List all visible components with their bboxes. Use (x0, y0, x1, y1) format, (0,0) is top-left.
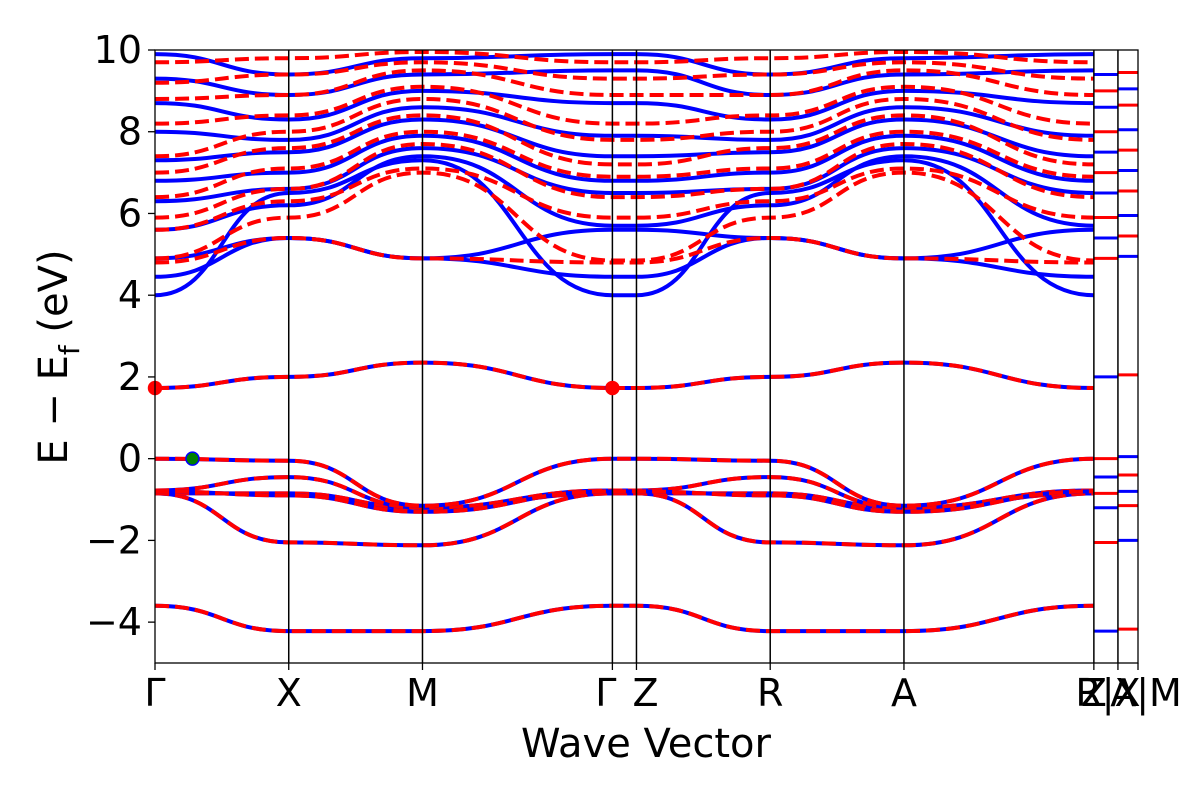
x-tick-label-6: A (891, 671, 917, 715)
band-down-6 (155, 360, 1094, 390)
kpoint-lines-layer (287, 50, 1119, 663)
x-tick-label-9: A|M (1110, 671, 1182, 716)
y-tick-label-6: 8 (118, 110, 142, 154)
y-tick-label-7: 10 (94, 28, 142, 72)
x-tick-label-0: Γ (144, 671, 165, 715)
y-tick-label-2: 0 (118, 437, 142, 481)
plot-frame (154, 49, 1139, 664)
y-tick-label-5: 6 (118, 191, 142, 235)
x-tick-label-3: Γ (595, 671, 616, 715)
marker-vbm (185, 451, 200, 466)
y-tick-label-1: −2 (86, 518, 142, 562)
x-tick-label-4: Z (632, 671, 658, 715)
x-tick-label-2: M (406, 671, 439, 715)
band-up-9 (155, 227, 1094, 261)
y-axis-label-unit: (eV) (31, 249, 77, 345)
band-down-0 (155, 603, 1094, 634)
y-axis-ticks: −4 −2 0 2 4 6 8 10 (86, 28, 155, 644)
y-axis-label-main: E − E (31, 355, 77, 465)
bands-layer (155, 50, 1138, 634)
band-down-18 (155, 235, 1094, 265)
x-tick-label-7: Z (1081, 671, 1107, 715)
y-axis-label-subscript: f (53, 344, 86, 355)
y-tick-label-4: 4 (118, 273, 142, 317)
x-tick-label-8: R|X (1075, 671, 1140, 716)
x-tick-label-5: R (757, 671, 783, 715)
marker-cbm_2 (605, 380, 620, 396)
x-axis-ticks: Γ X M Γ Z R A ZR|XA|M (144, 663, 1182, 716)
y-tick-label-3: 2 (118, 355, 142, 399)
band-down-22 (155, 129, 1094, 200)
x-axis-label: Wave Vector (521, 721, 772, 767)
band-up-7 (155, 158, 1094, 298)
band-edge-markers (147, 380, 620, 466)
band-down-26 (155, 68, 1094, 101)
y-axis-label: E − Ef (eV) (31, 249, 86, 464)
band-down-20 (155, 166, 1094, 232)
band-down-4 (155, 456, 1094, 508)
x-tick-label-1: X (276, 671, 302, 715)
y-tick-label-0: −4 (86, 600, 142, 644)
